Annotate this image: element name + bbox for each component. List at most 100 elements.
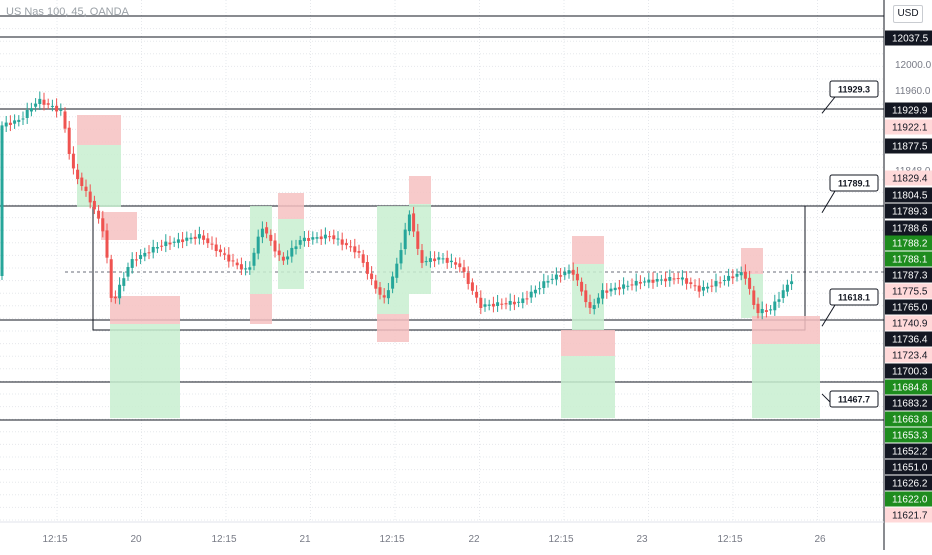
candle-body — [706, 286, 710, 289]
x-tick-label: 22 — [468, 534, 480, 545]
price-badge: 11621.7 — [892, 511, 928, 522]
stop-loss-zone — [752, 316, 820, 344]
take-profit-zone — [752, 344, 820, 418]
price-badge: 11789.3 — [892, 207, 928, 218]
candle-body — [63, 111, 67, 129]
candle-body — [294, 246, 298, 250]
x-tick-label: 12:15 — [548, 534, 573, 545]
candle-body — [50, 105, 54, 107]
level-label: 11467.7 — [838, 395, 870, 405]
candle-body — [769, 309, 773, 311]
candle-body — [307, 238, 311, 241]
candle-body — [403, 229, 407, 250]
candle-body — [752, 290, 756, 305]
candle-body — [395, 263, 399, 278]
price-badge-bg — [885, 507, 932, 523]
candle-body — [239, 264, 243, 270]
callout-leader — [821, 190, 836, 214]
candle-body — [689, 282, 693, 285]
candle-body — [113, 296, 117, 299]
currency-button[interactable]: USD — [893, 5, 923, 23]
candle-body — [67, 127, 71, 154]
candle-body — [151, 246, 155, 253]
candle-body — [269, 234, 273, 241]
candle-body — [529, 291, 533, 298]
level-label: 11929.3 — [838, 85, 870, 95]
price-badge: 11652.2 — [892, 447, 928, 458]
callout-leader — [821, 96, 836, 114]
candle-body — [508, 300, 512, 305]
candle-body — [773, 301, 777, 311]
candle-body — [622, 284, 626, 289]
candle-body — [538, 288, 542, 290]
candle-body — [563, 272, 567, 276]
candle-body — [580, 281, 584, 292]
price-badge-bg — [885, 427, 932, 443]
take-profit-zone — [741, 274, 763, 318]
candle-body — [42, 99, 46, 105]
stop-loss-zone — [110, 296, 180, 324]
candle-body — [277, 250, 281, 256]
price-badge-bg — [885, 235, 932, 251]
callout-box — [829, 174, 879, 192]
stop-loss-zone — [250, 294, 272, 324]
candle-body — [227, 254, 231, 262]
price-badge: 11683.2 — [892, 399, 928, 410]
stop-loss-zone — [572, 236, 604, 264]
y-tick-label: 12000.0 — [895, 60, 932, 71]
candle-body — [701, 286, 705, 291]
candle-body — [424, 261, 428, 263]
candle-body — [588, 302, 592, 308]
candle-body — [361, 254, 365, 263]
y-tick-label: 11960.0 — [895, 86, 931, 97]
candle-body — [731, 276, 735, 279]
candle-body — [550, 278, 554, 280]
candle-body — [374, 280, 378, 289]
candle-body — [273, 240, 277, 252]
candle-body — [449, 260, 453, 263]
candle-body — [290, 247, 294, 257]
price-badge: 11700.3 — [892, 367, 928, 378]
candle-body — [139, 254, 143, 260]
candle-body — [575, 273, 579, 281]
candle-body — [567, 270, 571, 274]
candle-body — [601, 290, 605, 299]
price-badge: 11788.6 — [892, 224, 928, 235]
price-badge: 11740.9 — [892, 319, 928, 330]
candle-body — [714, 281, 718, 287]
candle-body — [739, 272, 743, 276]
candle-body — [130, 259, 134, 268]
take-profit-zone — [250, 206, 272, 294]
candle-body — [235, 262, 239, 266]
x-tick-label: 12:15 — [717, 534, 742, 545]
candle-body — [592, 305, 596, 310]
price-badge-bg — [885, 283, 932, 299]
candle-body — [328, 236, 332, 238]
candle-body — [319, 236, 323, 240]
candle-body — [722, 280, 726, 282]
candle-body — [483, 304, 487, 307]
candle-body — [760, 309, 764, 314]
price-badge: 12037.5 — [892, 34, 929, 45]
stop-loss-zone — [377, 314, 409, 342]
candle-body — [298, 240, 302, 245]
callout-box — [829, 80, 879, 98]
price-badge: 11775.5 — [892, 287, 928, 298]
candles — [0, 91, 794, 320]
price-badge: 11922.1 — [892, 123, 928, 134]
x-tick-label: 26 — [814, 534, 826, 545]
price-badge: 11929.9 — [892, 106, 928, 117]
candle-body — [353, 246, 357, 253]
candle-body — [197, 234, 201, 239]
candle-body — [454, 262, 458, 265]
candle-body — [265, 227, 269, 234]
candle-body — [168, 242, 172, 245]
candle-body — [680, 277, 684, 280]
candle-body — [479, 297, 483, 309]
candle-body — [521, 298, 525, 304]
candle-body — [21, 118, 25, 120]
callout-box — [829, 390, 879, 408]
price-badge: 11788.2 — [892, 239, 928, 250]
candle-body — [8, 122, 12, 125]
